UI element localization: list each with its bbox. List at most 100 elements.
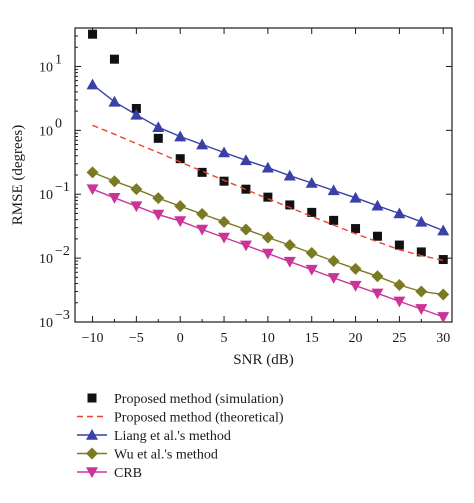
data-point xyxy=(283,169,296,181)
data-point xyxy=(329,215,339,225)
y-tick-exponent: −1 xyxy=(55,180,70,195)
data-point xyxy=(196,224,209,236)
y-tick-label: 10 xyxy=(39,124,53,139)
data-point xyxy=(437,224,450,236)
y-axis-label: RMSE (degrees) xyxy=(10,125,26,225)
data-point xyxy=(108,95,121,107)
data-point xyxy=(283,239,296,252)
data-point xyxy=(263,192,273,202)
legend-item: Proposed method (theoretical) xyxy=(77,411,284,426)
x-tick-label: 5 xyxy=(221,331,228,346)
data-point xyxy=(152,192,165,205)
data-point xyxy=(371,270,384,283)
x-tick-label: 25 xyxy=(392,331,406,346)
legend-label: Wu et al.'s method xyxy=(114,448,218,463)
data-point xyxy=(152,209,165,221)
data-point xyxy=(239,223,252,236)
data-point xyxy=(86,166,99,179)
legend-item: Proposed method (simulation) xyxy=(87,392,284,407)
x-tick-label: −5 xyxy=(129,331,144,346)
data-point xyxy=(152,121,165,133)
legend-marker xyxy=(86,447,98,460)
legend-marker xyxy=(87,393,97,403)
data-point xyxy=(416,247,426,257)
data-point xyxy=(394,240,404,250)
data-point xyxy=(261,161,274,173)
series-0 xyxy=(88,29,448,265)
data-point xyxy=(415,285,428,298)
data-point xyxy=(261,231,274,244)
legend-item: Wu et al.'s method xyxy=(77,447,218,463)
series-3 xyxy=(86,166,450,301)
data-point xyxy=(241,184,251,194)
data-point xyxy=(174,216,187,228)
y-tick-exponent: −3 xyxy=(55,308,70,323)
data-point xyxy=(327,273,340,284)
data-point xyxy=(305,176,318,188)
data-point xyxy=(197,167,207,177)
series-line xyxy=(92,124,444,262)
data-point xyxy=(108,175,121,188)
y-tick-label: 10 xyxy=(39,188,53,203)
series-1 xyxy=(92,124,444,262)
y-tick-label: 10 xyxy=(39,316,53,331)
data-point xyxy=(371,199,384,211)
data-point xyxy=(437,312,450,323)
data-point xyxy=(131,103,141,113)
data-point xyxy=(393,207,406,219)
legend-label: Liang et al.'s method xyxy=(114,429,231,444)
plot-area xyxy=(74,27,453,323)
data-point xyxy=(351,224,361,234)
data-point xyxy=(174,130,187,142)
x-axis-label: SNR (dB) xyxy=(233,352,293,368)
legend-label: Proposed method (simulation) xyxy=(114,392,284,407)
data-point xyxy=(372,231,382,241)
data-point xyxy=(349,280,362,292)
legend-label: Proposed method (theoretical) xyxy=(114,411,284,426)
data-point xyxy=(285,200,295,210)
data-point xyxy=(218,146,231,158)
data-point xyxy=(108,192,121,204)
x-tick-label: −10 xyxy=(82,331,104,346)
series-line xyxy=(92,84,444,232)
legend: Proposed method (simulation) Proposed met… xyxy=(77,392,284,481)
series-2 xyxy=(86,78,450,236)
x-axis: −10 −5 0 5 10 15 20 25 30 xyxy=(82,28,450,346)
data-point xyxy=(305,264,318,276)
x-tick-label: 20 xyxy=(349,331,363,346)
data-point xyxy=(88,29,98,39)
y-tick-exponent: 0 xyxy=(55,116,62,131)
data-point xyxy=(283,256,296,268)
data-point xyxy=(174,200,187,213)
legend-item: Liang et al.'s method xyxy=(77,429,231,444)
plot-frame xyxy=(74,27,453,323)
data-point xyxy=(86,78,99,90)
series-4 xyxy=(86,184,450,323)
data-point xyxy=(307,207,317,217)
y-tick-exponent: −2 xyxy=(55,244,70,259)
data-point xyxy=(415,215,428,227)
data-point xyxy=(239,240,252,252)
x-tick-label: 30 xyxy=(436,331,450,346)
data-point xyxy=(196,138,209,150)
legend-marker xyxy=(86,467,98,478)
legend-label: CRB xyxy=(114,466,142,481)
data-point xyxy=(130,108,143,120)
data-point xyxy=(218,232,231,244)
data-point xyxy=(130,183,143,196)
y-tick-label: 10 xyxy=(39,252,53,267)
data-point xyxy=(109,54,119,64)
data-point xyxy=(261,248,274,260)
x-tick-label: 10 xyxy=(261,331,275,346)
data-point xyxy=(393,296,406,308)
data-point xyxy=(437,288,450,301)
data-point xyxy=(218,215,231,228)
data-point xyxy=(305,247,318,260)
y-tick-exponent: 1 xyxy=(55,52,62,67)
data-point xyxy=(349,262,362,275)
series-layer xyxy=(86,29,450,323)
legend-item: CRB xyxy=(77,466,142,481)
data-point xyxy=(393,278,406,291)
